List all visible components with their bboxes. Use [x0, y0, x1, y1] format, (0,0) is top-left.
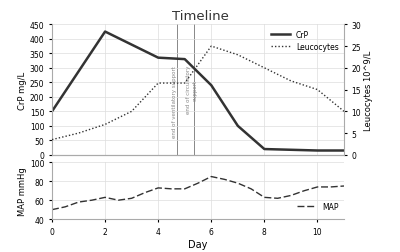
- Leucocytes: [103, 123, 108, 127]
- CrP: [50, 110, 54, 113]
- Leucocytes: [315, 89, 320, 92]
- MAP: [63, 205, 68, 208]
- Line: CrP: CrP: [52, 33, 344, 151]
- MAP: [76, 201, 81, 204]
- Leucocytes: [236, 54, 240, 57]
- MAP: [209, 175, 214, 178]
- Y-axis label: Leucocytes 10^9/L: Leucocytes 10^9/L: [364, 50, 373, 130]
- MAP: [103, 196, 108, 199]
- MAP: [342, 185, 346, 188]
- MAP: [129, 197, 134, 200]
- CrP: [182, 58, 187, 61]
- Y-axis label: CrP mg/L: CrP mg/L: [18, 71, 27, 109]
- MAP: [249, 187, 254, 191]
- CrP: [209, 84, 214, 87]
- MAP: [116, 199, 121, 202]
- Y-axis label: MAP mmHg: MAP mmHg: [18, 167, 27, 215]
- MAP: [236, 182, 240, 185]
- Leucocytes: [129, 110, 134, 113]
- Leucocytes: [209, 45, 214, 48]
- CrP: [156, 57, 160, 60]
- CrP: [315, 149, 320, 152]
- CrP: [236, 125, 240, 128]
- Text: Timeline: Timeline: [172, 10, 228, 23]
- Text: end of ventilatory support: end of ventilatory support: [172, 66, 177, 137]
- MAP: [182, 187, 187, 191]
- CrP: [342, 149, 346, 152]
- Line: Leucocytes: Leucocytes: [52, 47, 344, 140]
- MAP: [302, 190, 306, 193]
- MAP: [156, 187, 160, 190]
- Leucocytes: [262, 67, 267, 70]
- MAP: [262, 196, 267, 199]
- MAP: [328, 186, 333, 189]
- MAP: [222, 178, 227, 181]
- Leucocytes: [156, 82, 160, 85]
- CrP: [103, 31, 108, 34]
- Leucocytes: [342, 110, 346, 113]
- X-axis label: Day: Day: [188, 239, 208, 248]
- MAP: [50, 208, 54, 211]
- MAP: [315, 186, 320, 189]
- MAP: [142, 191, 147, 194]
- MAP: [288, 194, 293, 197]
- Line: MAP: MAP: [52, 177, 344, 210]
- Legend: CrP, Leucocytes: CrP, Leucocytes: [269, 29, 340, 53]
- Leucocytes: [50, 139, 54, 142]
- Leucocytes: [76, 132, 81, 135]
- MAP: [169, 187, 174, 191]
- MAP: [90, 199, 94, 202]
- MAP: [275, 197, 280, 200]
- Legend: MAP: MAP: [296, 201, 340, 213]
- Text: end of circulatory
support: end of circulatory support: [186, 66, 197, 114]
- MAP: [196, 182, 200, 185]
- CrP: [262, 148, 267, 151]
- Leucocytes: [288, 80, 293, 83]
- Leucocytes: [182, 82, 187, 85]
